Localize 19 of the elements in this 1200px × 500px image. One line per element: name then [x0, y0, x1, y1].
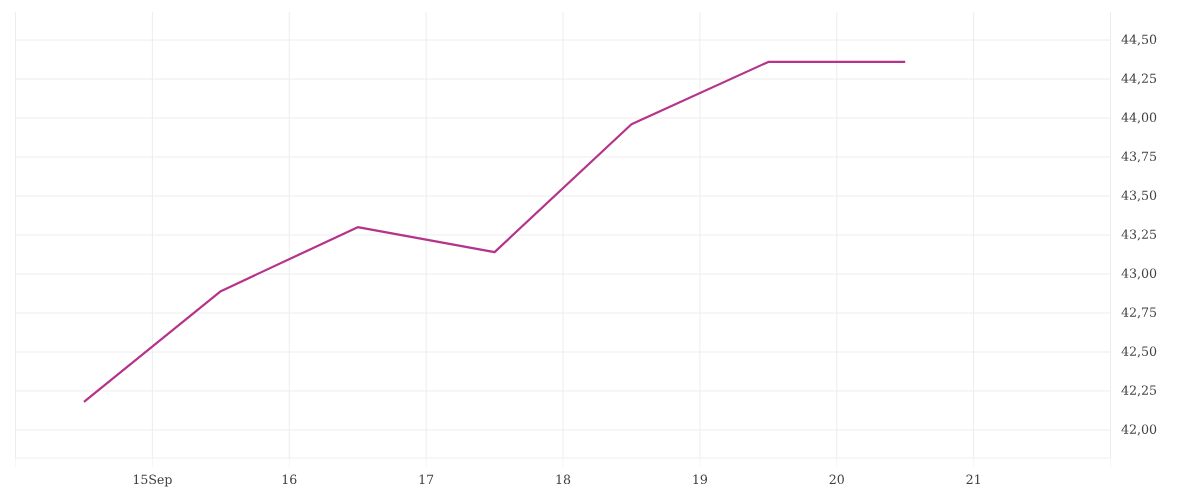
- y-tick-label: 43,00: [1121, 268, 1157, 280]
- y-tick-label: 44,00: [1121, 112, 1157, 124]
- y-tick-label: 43,25: [1121, 229, 1157, 241]
- x-tick-label: 19: [693, 474, 708, 485]
- y-tick-label: 43,50: [1121, 190, 1157, 202]
- x-tick-label: 20: [829, 474, 844, 485]
- y-tick-label: 43,75: [1121, 151, 1157, 163]
- y-tick-label: 42,50: [1121, 346, 1157, 358]
- x-tick-label: 21: [966, 474, 980, 484]
- x-tick-label: 15Sep: [133, 474, 172, 487]
- y-tick-label: 42,75: [1121, 307, 1157, 319]
- y-tick-label: 44,25: [1121, 73, 1157, 85]
- x-tick-label: 16: [282, 474, 297, 485]
- x-tick-label: 17: [419, 474, 434, 484]
- y-tick-label: 44,50: [1121, 34, 1157, 46]
- y-tick-label: 42,25: [1121, 385, 1157, 397]
- y-tick-label: 42,00: [1121, 424, 1157, 436]
- line-series: [82, 60, 907, 403]
- x-tick-label: 18: [556, 474, 571, 485]
